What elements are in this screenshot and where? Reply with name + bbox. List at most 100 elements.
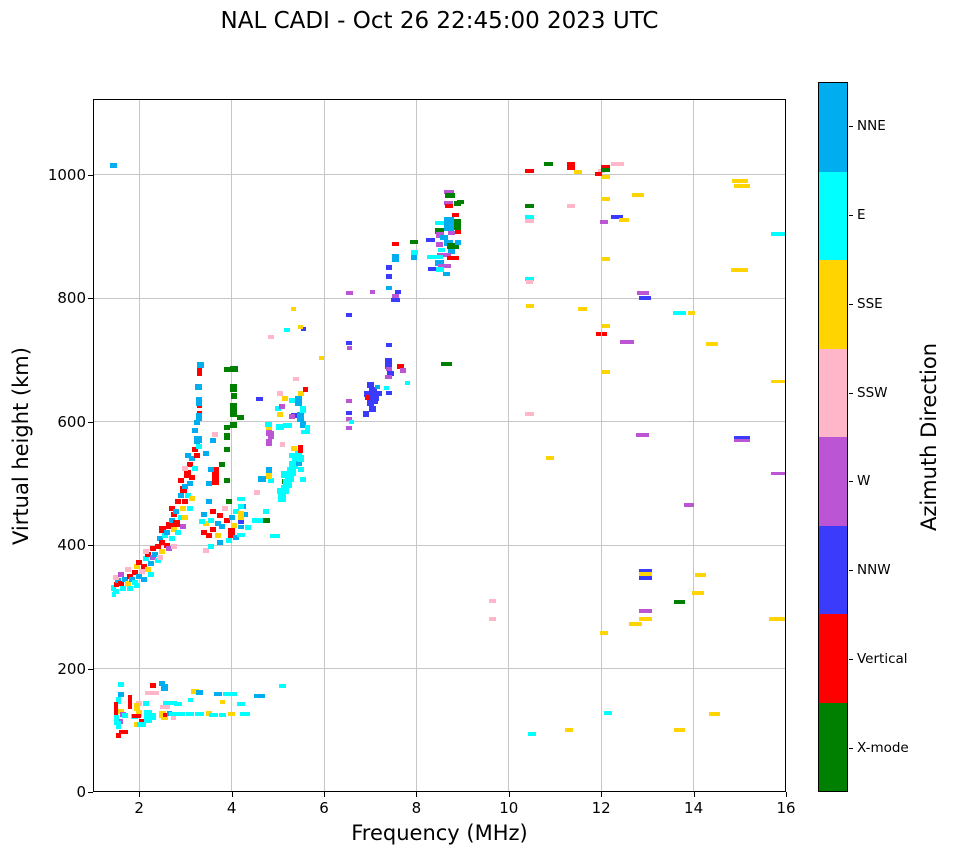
- data-point: [525, 203, 535, 208]
- colorbar: [818, 82, 848, 792]
- data-point: [136, 559, 143, 565]
- x-tick-label: 12: [591, 799, 611, 817]
- data-point: [526, 280, 534, 285]
- data-point: [176, 712, 185, 717]
- data-point: [170, 527, 177, 533]
- data-point: [281, 396, 288, 402]
- x-tick-mark: [601, 792, 603, 797]
- y-tick-label: 400: [57, 536, 86, 555]
- data-point: [410, 240, 419, 245]
- data-point: [265, 439, 272, 447]
- data-point: [138, 568, 145, 574]
- data-point: [574, 169, 583, 174]
- data-point: [447, 243, 460, 250]
- data-point: [244, 525, 251, 531]
- data-point: [134, 721, 140, 727]
- data-point: [226, 537, 233, 543]
- data-point: [182, 499, 189, 505]
- data-point: [599, 630, 608, 635]
- data-point: [115, 721, 121, 730]
- data-point: [734, 439, 751, 443]
- data-point: [371, 398, 378, 404]
- data-point: [114, 707, 119, 716]
- data-point: [265, 421, 273, 427]
- data-point: [236, 497, 245, 502]
- data-point: [257, 476, 266, 483]
- y-tick-mark: [88, 298, 93, 300]
- data-point: [154, 543, 161, 549]
- data-point: [435, 228, 444, 235]
- data-point: [385, 285, 392, 290]
- data-point: [349, 419, 355, 424]
- colorbar-segment-w: [819, 437, 847, 526]
- data-point: [147, 572, 154, 578]
- data-point: [435, 267, 444, 273]
- colorbar-tick-mark: [849, 392, 853, 394]
- data-point: [267, 477, 274, 483]
- data-point: [279, 404, 286, 410]
- data-point: [281, 470, 289, 478]
- data-point: [708, 711, 720, 716]
- data-point: [207, 467, 214, 473]
- data-point: [111, 585, 117, 592]
- data-point: [319, 356, 325, 361]
- data-point: [601, 369, 610, 374]
- data-point: [158, 711, 166, 719]
- colorbar-segment-e: [819, 171, 847, 260]
- grid-line: [415, 99, 417, 792]
- data-point: [731, 179, 748, 184]
- data-point: [602, 332, 608, 337]
- y-tick-label: 800: [57, 289, 86, 308]
- data-point: [619, 340, 634, 345]
- data-point: [731, 267, 749, 272]
- data-point: [638, 617, 652, 622]
- data-point: [219, 462, 226, 468]
- x-tick-mark: [786, 792, 787, 797]
- data-point: [298, 444, 304, 453]
- x-tick-label: 2: [134, 799, 144, 817]
- data-point: [683, 503, 694, 508]
- y-tick-label: 600: [57, 412, 86, 431]
- data-point: [196, 412, 203, 421]
- data-point: [230, 411, 238, 418]
- data-point: [297, 391, 304, 397]
- data-point: [385, 264, 392, 270]
- data-point: [211, 475, 219, 486]
- data-point: [297, 467, 304, 473]
- data-point: [638, 569, 652, 574]
- data-point: [452, 213, 460, 217]
- data-point: [191, 465, 198, 471]
- data-point: [525, 303, 534, 308]
- data-point: [177, 477, 184, 483]
- data-point: [632, 193, 645, 198]
- y-tick-mark: [88, 792, 93, 793]
- data-point: [195, 690, 203, 696]
- data-point: [303, 386, 309, 392]
- data-point: [638, 609, 652, 614]
- data-point: [207, 517, 214, 523]
- data-point: [187, 698, 193, 703]
- data-point: [113, 582, 119, 588]
- data-point: [203, 451, 210, 457]
- data-point: [297, 455, 305, 463]
- data-point: [370, 290, 375, 295]
- data-point: [219, 699, 225, 704]
- data-point: [240, 712, 251, 717]
- data-point: [525, 277, 535, 282]
- data-point: [117, 580, 124, 586]
- data-point: [118, 729, 128, 734]
- data-point: [114, 701, 119, 710]
- data-point: [159, 548, 166, 554]
- data-point: [636, 290, 649, 295]
- data-point: [443, 216, 454, 226]
- data-point: [392, 294, 400, 299]
- x-tick-mark: [231, 792, 233, 797]
- data-point: [282, 478, 292, 488]
- data-point: [292, 455, 301, 463]
- data-point: [180, 505, 187, 511]
- grid-line: [93, 297, 786, 299]
- data-point: [346, 312, 353, 317]
- data-point: [237, 524, 244, 529]
- data-point: [170, 511, 177, 517]
- y-tick-mark: [88, 545, 93, 547]
